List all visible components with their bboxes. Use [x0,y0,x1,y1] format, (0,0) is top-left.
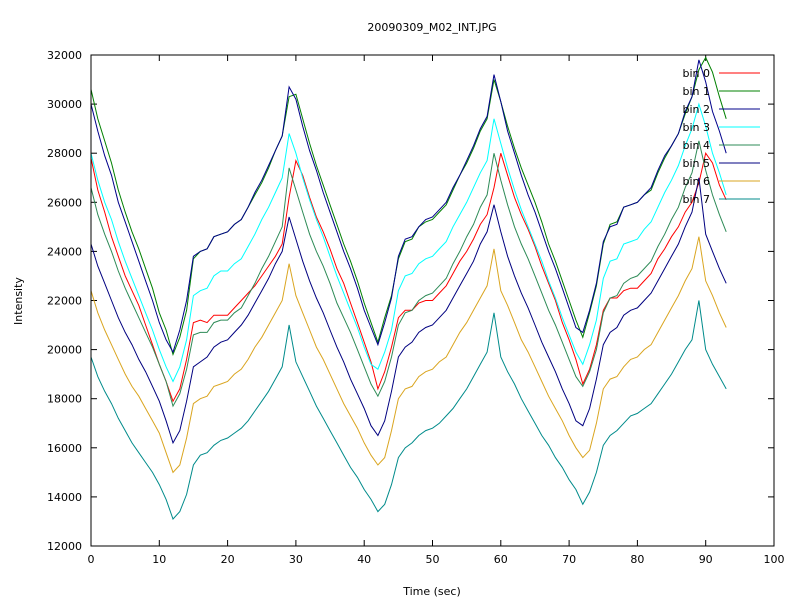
y-tick-label: 22000 [47,295,82,308]
legend-label: bin 0 [682,67,710,80]
x-tick-label: 10 [152,553,166,566]
series-line-bin-3 [90,102,727,383]
x-tick-label: 20 [221,553,235,566]
y-tick-label: 20000 [47,344,82,357]
series-line-bin-0 [90,151,727,403]
x-tick-label: 40 [357,553,371,566]
legend: bin 0 bin 1 bin 2 bin 3 bin 4 bin 5 bin 6 bin 7 [682,67,760,206]
y-tick-label: 24000 [47,245,82,258]
y-tick-label: 32000 [47,49,82,62]
legend-label: bin 3 [682,121,710,134]
series-line-bin-2 [90,59,727,354]
series-line-bin-5 [90,177,727,445]
legend-label: bin 6 [682,175,710,188]
series-line-bin-4 [90,140,727,408]
legend-label: bin 5 [682,157,710,170]
y-tick-label: 26000 [47,196,82,209]
x-tick-label: 90 [699,553,713,566]
y-axis-label: Intensity [12,277,25,325]
y-tick-label: 18000 [47,393,82,406]
chart-title: 20090309_M02_INT.JPG [367,21,496,34]
x-tick-label: 0 [88,553,95,566]
plot-frame [90,54,775,547]
y-tick-label: 14000 [47,491,82,504]
x-tick-label: 70 [562,553,576,566]
series-lines [90,56,727,520]
legend-label: bin 7 [682,193,710,206]
x-tick-label: 60 [494,553,508,566]
axis-ticks: 0 10 20 30 40 50 60 70 80 90 100 12000 14000 16000 180… [47,49,785,566]
y-tick-label: 28000 [47,147,82,160]
x-axis-label: Time (sec) [402,585,461,598]
series-line-bin-7 [90,300,727,520]
x-tick-label: 50 [426,553,440,566]
legend-label: bin 2 [682,103,710,116]
y-tick-label: 30000 [47,98,82,111]
legend-label: bin 1 [682,85,710,98]
x-tick-label: 80 [630,553,644,566]
series-line-bin-6 [90,236,727,474]
y-tick-label: 12000 [47,540,82,553]
y-tick-label: 16000 [47,442,82,455]
legend-label: bin 4 [682,139,710,152]
x-tick-label: 30 [289,553,303,566]
x-tick-label: 100 [764,553,785,566]
